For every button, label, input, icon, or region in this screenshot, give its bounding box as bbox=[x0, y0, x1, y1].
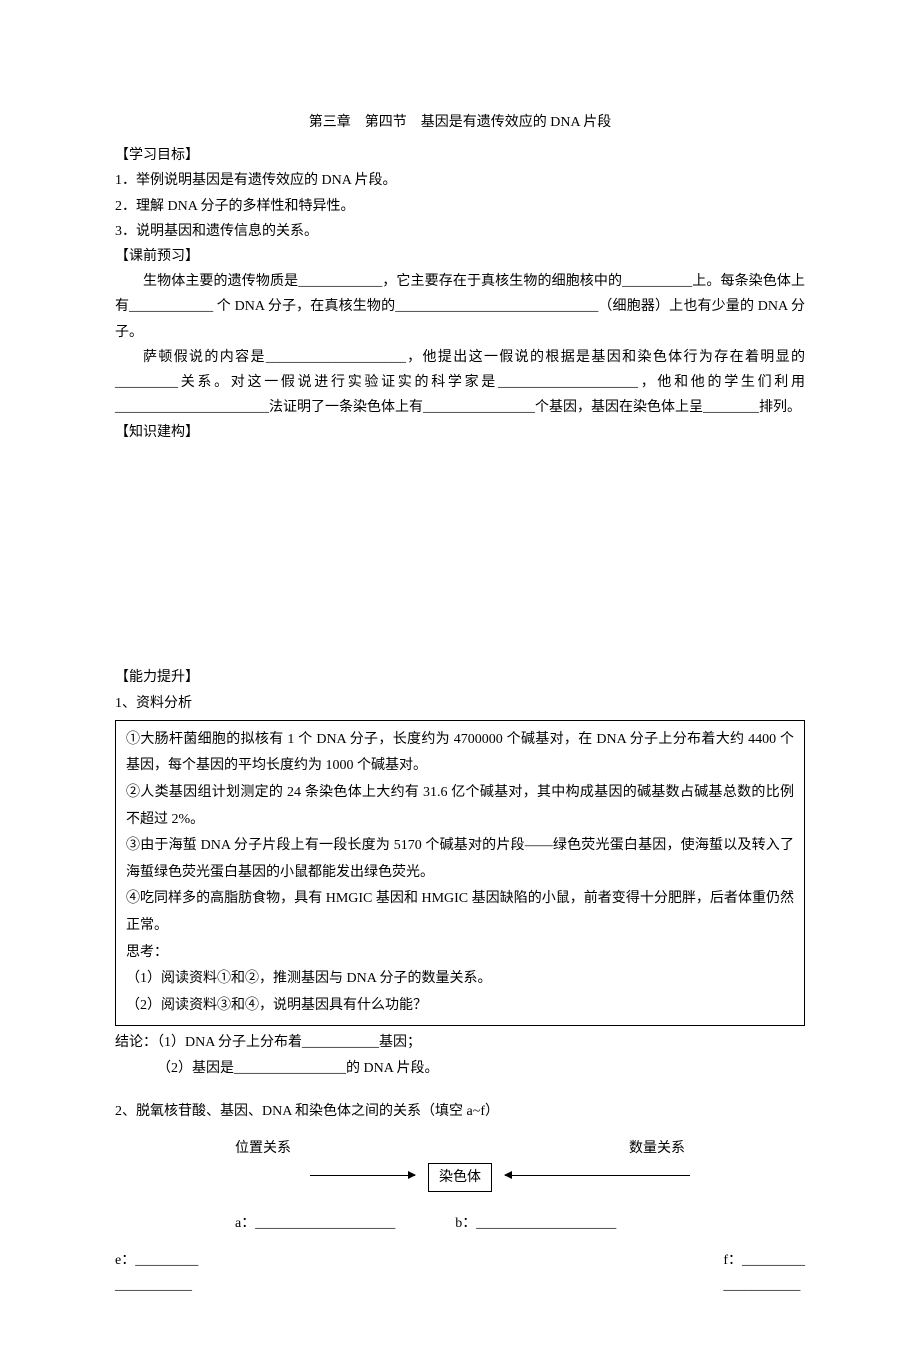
knowledge-blank-area bbox=[115, 445, 805, 665]
section-2-header: 2、脱氧核苷酸、基因、DNA 和染色体之间的关系（填空 a~f） bbox=[115, 1099, 805, 1124]
material-item-1: ①大肠杆菌细胞的拟核有 1 个 DNA 分子，长度约为 4700000 个碱基对… bbox=[126, 727, 794, 780]
document-title: 第三章 第四节 基因是有遗传效应的 DNA 片段 bbox=[115, 110, 805, 135]
objective-2: 2．理解 DNA 分子的多样性和特异性。 bbox=[115, 194, 805, 219]
blank-a: a：____________________ bbox=[235, 1211, 395, 1236]
think-question-2: （2）阅读资料③和④，说明基因具有什么功能？ bbox=[126, 993, 794, 1020]
quantity-relation-label: 数量关系 bbox=[629, 1136, 685, 1161]
material-item-4: ④吃同样多的高脂肪食物，具有 HMGIC 基因和 HMGIC 基因缺陷的小鼠，前… bbox=[126, 886, 794, 939]
material-item-2: ②人类基因组计划测定的 24 条染色体上大约有 31.6 亿个碱基对，其中构成基… bbox=[126, 780, 794, 833]
blank-b: b：____________________ bbox=[455, 1211, 616, 1236]
think-label: 思考： bbox=[126, 940, 794, 967]
preclass-paragraph-1: 生物体主要的遗传物质是____________，它主要存在于真核生物的细胞核中的… bbox=[115, 269, 805, 345]
think-question-1: （1）阅读资料①和②，推测基因与 DNA 分子的数量关系。 bbox=[126, 966, 794, 993]
blank-f-line2: ___________ bbox=[723, 1278, 800, 1293]
preclass-paragraph-2: 萨顿假说的内容是____________________，他提出这一假说的根据是… bbox=[115, 345, 805, 421]
material-box: ①大肠杆菌细胞的拟核有 1 个 DNA 分子，长度约为 4700000 个碱基对… bbox=[115, 720, 805, 1027]
objective-3: 3．说明基因和遗传信息的关系。 bbox=[115, 219, 805, 244]
preclass-header: 【课前预习】 bbox=[115, 244, 805, 269]
material-item-3: ③由于海蜇 DNA 分子片段上有一段长度为 5170 个碱基对的片段——绿色荧光… bbox=[126, 833, 794, 886]
arrow-left-icon bbox=[505, 1175, 690, 1176]
objectives-header: 【学习目标】 bbox=[115, 143, 805, 168]
knowledge-header: 【知识建构】 bbox=[115, 420, 805, 445]
blank-e-line1: e：_________ bbox=[115, 1253, 198, 1268]
analysis-header: 1、资料分析 bbox=[115, 691, 805, 716]
objective-1: 1．举例说明基因是有遗传效应的 DNA 片段。 bbox=[115, 168, 805, 193]
chromosome-box: 染色体 bbox=[428, 1163, 492, 1192]
conclusion-1: 结论：（1）DNA 分子上分布着___________基因； bbox=[115, 1030, 805, 1055]
position-relation-label: 位置关系 bbox=[235, 1136, 291, 1161]
relationship-diagram: 位置关系 数量关系 染色体 a：____________________ b：_… bbox=[115, 1136, 805, 1299]
ability-header: 【能力提升】 bbox=[115, 665, 805, 690]
arrow-right-icon bbox=[310, 1175, 415, 1176]
conclusion-2: （2）基因是________________的 DNA 片段。 bbox=[115, 1056, 805, 1081]
blank-f-line1: f：_________ bbox=[723, 1253, 805, 1268]
blank-e-line2: ___________ bbox=[115, 1278, 192, 1293]
